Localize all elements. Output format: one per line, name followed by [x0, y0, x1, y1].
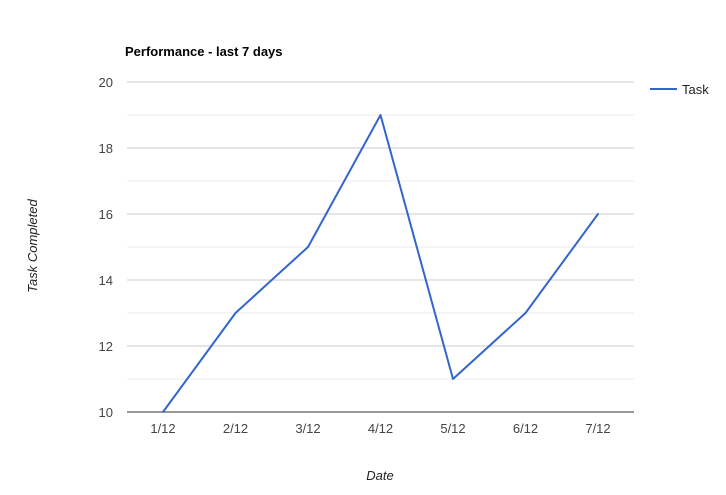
x-tick-label: 4/12: [368, 421, 393, 436]
y-tick-label: 10: [99, 405, 113, 420]
x-axis-title: Date: [366, 468, 393, 483]
legend-label-task: Task: [682, 82, 709, 97]
y-tick-label: 12: [99, 339, 113, 354]
legend: Task: [650, 82, 709, 97]
x-tick-label: 5/12: [440, 421, 465, 436]
y-tick-label: 14: [99, 273, 113, 288]
y-tick-label: 16: [99, 207, 113, 222]
y-tick-label: 18: [99, 141, 113, 156]
series-lines: [162, 114, 599, 413]
y-tick-label: 20: [99, 75, 113, 90]
x-tick-label: 1/12: [150, 421, 175, 436]
x-axis-ticks: 1/12 2/12 3/12 4/12 5/12 6/12 7/12: [150, 421, 610, 436]
series-line-task: [162, 114, 599, 413]
gridlines: [127, 81, 634, 380]
x-tick-label: 7/12: [585, 421, 610, 436]
x-tick-label: 6/12: [513, 421, 538, 436]
x-tick-label: 3/12: [295, 421, 320, 436]
chart-title: Performance - last 7 days: [125, 44, 283, 59]
x-tick-label: 2/12: [223, 421, 248, 436]
y-axis-ticks: 10 12 14 16 18 20: [99, 75, 113, 420]
y-axis-title: Task Completed: [25, 199, 40, 293]
